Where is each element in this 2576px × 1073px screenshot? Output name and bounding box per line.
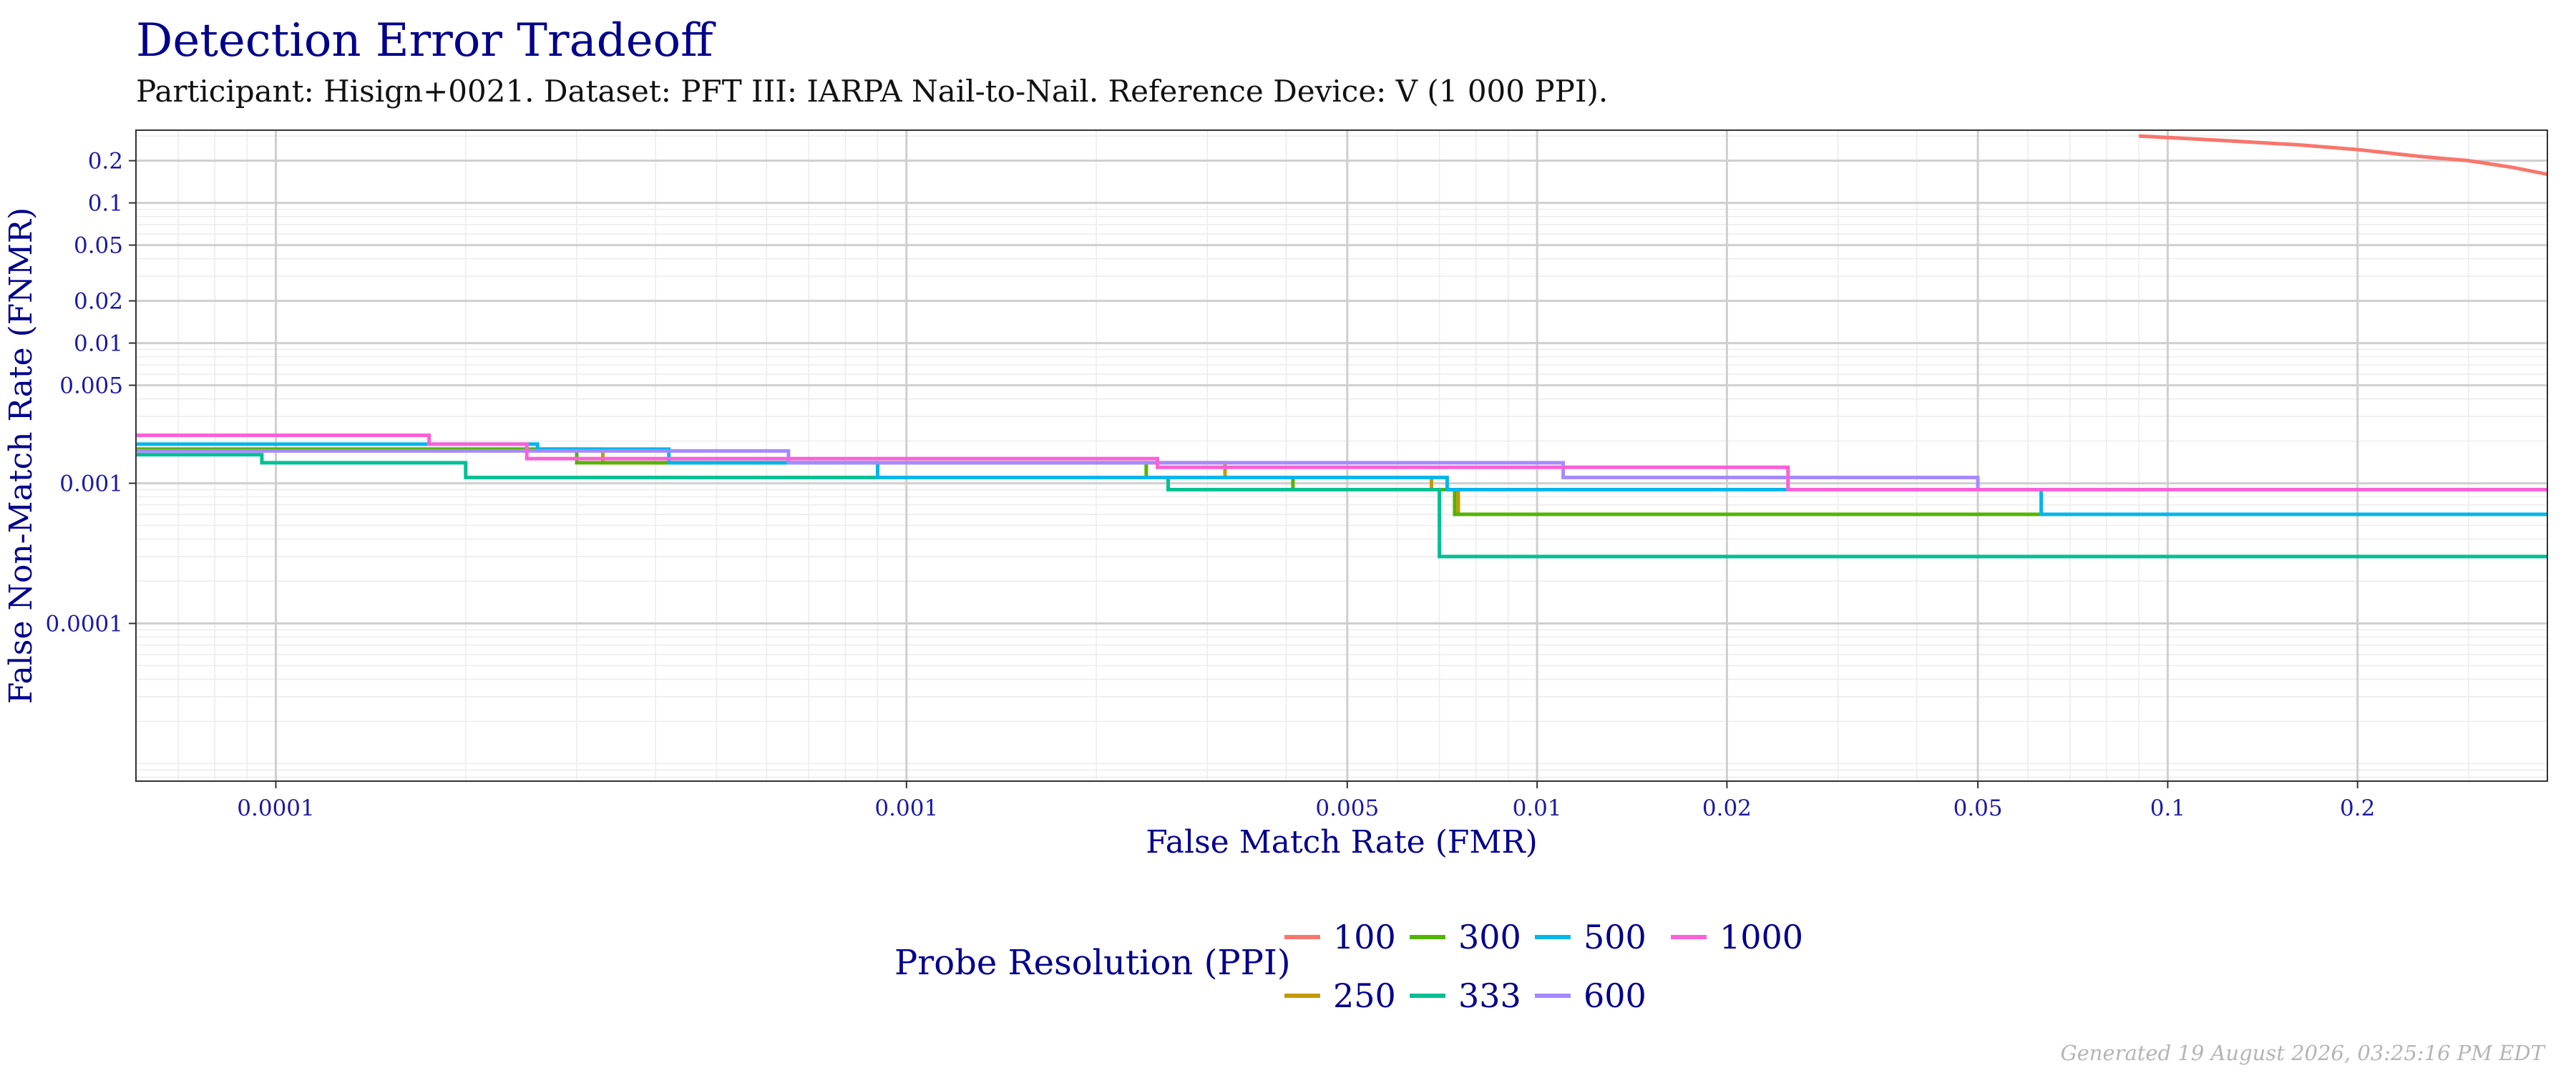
y-axis-ticks: 0.2 0.1 0.05 0.02 0.01 0.005 0.001 0.0001 bbox=[46, 149, 136, 637]
legend-label: 500 bbox=[1584, 918, 1646, 956]
x-tick-label: 0.001 bbox=[874, 795, 938, 821]
y-tick-label: 0.2 bbox=[88, 149, 123, 175]
chart-title: Detection Error Tradeoff bbox=[136, 14, 716, 67]
x-tick-label: 0.005 bbox=[1315, 795, 1379, 821]
series-100 bbox=[2138, 134, 2547, 177]
legend-label: 300 bbox=[1458, 918, 1521, 956]
y-tick-label: 0.0001 bbox=[46, 612, 123, 637]
series-1000 bbox=[136, 433, 2547, 491]
legend-items: 100 250 300 333 500 600 1000 bbox=[1284, 918, 1803, 1015]
x-tick-label: 0.01 bbox=[1513, 795, 1562, 821]
y-tick-label: 0.001 bbox=[59, 471, 123, 497]
legend-item-333: 333 bbox=[1410, 976, 1521, 1015]
x-axis-label: False Match Rate (FMR) bbox=[1146, 824, 1538, 861]
series-600 bbox=[136, 449, 2547, 491]
legend-label: 250 bbox=[1333, 976, 1396, 1015]
series-lines bbox=[136, 134, 2547, 559]
x-tick-label: 0.05 bbox=[1953, 795, 2003, 821]
x-axis-ticks: 0.0001 0.001 0.005 0.01 0.02 0.05 0.1 0.2 bbox=[237, 781, 2375, 821]
legend-item-300: 300 bbox=[1410, 918, 1521, 956]
x-tick-label: 0.1 bbox=[2150, 795, 2185, 821]
legend-item-1000: 1000 bbox=[1671, 918, 1803, 956]
x-tick-label: 0.2 bbox=[2340, 795, 2375, 821]
legend-label: 1000 bbox=[1719, 918, 1803, 956]
series-500 bbox=[136, 442, 2547, 516]
legend-label: 600 bbox=[1584, 976, 1646, 1015]
legend-label: 100 bbox=[1333, 918, 1396, 956]
y-tick-label: 0.02 bbox=[74, 289, 123, 315]
y-tick-label: 0.1 bbox=[88, 191, 123, 217]
x-tick-label: 0.02 bbox=[1702, 795, 1752, 821]
plot-border bbox=[135, 129, 2548, 782]
y-axis-label: False Non-Match Rate (FNMR) bbox=[3, 207, 39, 704]
legend-item-250: 250 bbox=[1284, 976, 1396, 1015]
plot-panel bbox=[136, 130, 2547, 781]
y-tick-label: 0.005 bbox=[59, 373, 123, 399]
legend-item-600: 600 bbox=[1535, 976, 1646, 1015]
y-tick-label: 0.01 bbox=[74, 331, 123, 357]
legend: Probe Resolution (PPI) 100 250 300 333 500 60… bbox=[894, 918, 1803, 1015]
series-333 bbox=[136, 453, 2547, 559]
y-tick-label: 0.05 bbox=[74, 233, 123, 259]
legend-item-100: 100 bbox=[1284, 918, 1396, 956]
generated-timestamp: Generated 19 August 2026, 03:25:16 PM ED… bbox=[2060, 1041, 2546, 1065]
legend-label: 333 bbox=[1458, 976, 1521, 1015]
x-tick-label: 0.0001 bbox=[237, 795, 314, 821]
legend-item-500: 500 bbox=[1535, 918, 1646, 956]
legend-title: Probe Resolution (PPI) bbox=[894, 943, 1291, 983]
chart-subtitle: Participant: Hisign+0021. Dataset: PFT I… bbox=[136, 74, 1608, 109]
